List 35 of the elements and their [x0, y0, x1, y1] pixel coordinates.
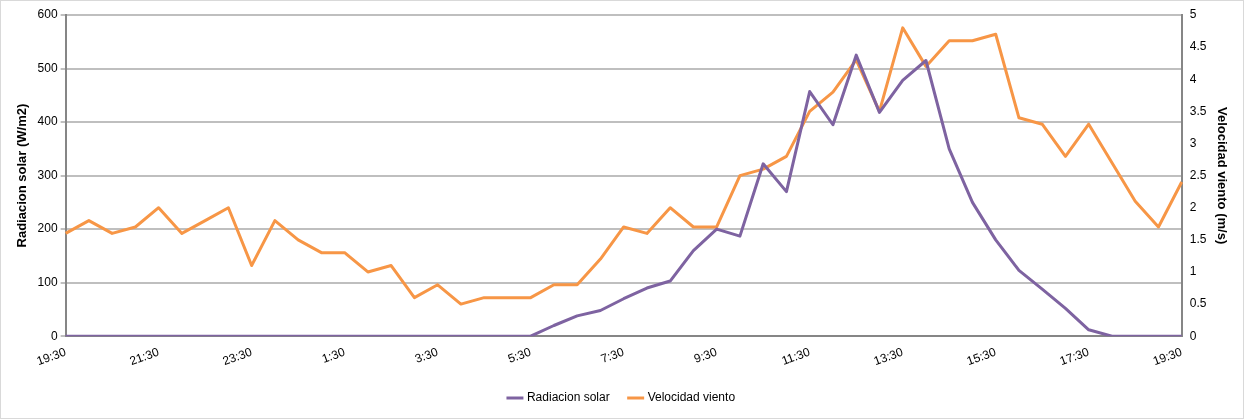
x-tick-label: 23:30	[220, 344, 255, 369]
y2-tick-label: 3	[1189, 135, 1197, 150]
y2-tick-label: 4.5	[1189, 39, 1207, 54]
x-tick-label: 5:30	[506, 344, 534, 366]
x-tick-label: 19:30	[1150, 344, 1185, 369]
y2-tick-label: 3.5	[1189, 103, 1207, 118]
x-tick-label: 3:30	[413, 344, 441, 366]
x-tick-label: 15:30	[964, 344, 999, 369]
x-tick-label: 1:30	[320, 344, 348, 366]
y-tick-label: 600	[37, 7, 58, 22]
y2-tick-label: 2.5	[1189, 167, 1207, 182]
y-tick-label: 400	[37, 114, 58, 129]
legend-label: Radiacion solar	[526, 390, 610, 405]
legend-label: Velocidad viento	[647, 390, 736, 405]
y2-tick-label: 1.5	[1189, 232, 1207, 247]
x-tick-label: 7:30	[599, 344, 627, 366]
y2-tick-label: 5	[1189, 7, 1197, 22]
y2-tick-label: 2	[1189, 200, 1197, 215]
x-tick-label: 17:30	[1057, 344, 1092, 369]
x-tick-label: 21:30	[127, 344, 162, 369]
y-tick-label: 500	[37, 60, 58, 75]
y2-tick-label: 1	[1189, 264, 1197, 279]
y2-tick-label: 0.5	[1189, 296, 1207, 311]
y-tick-label: 100	[37, 274, 58, 289]
y2-axis-title: Velocidad viento (m/s)	[1214, 106, 1230, 245]
y-tick-label: 300	[37, 167, 58, 182]
y-tick-label: 200	[37, 221, 58, 236]
x-tick-label: 19:30	[34, 344, 69, 369]
y2-tick-label: 4	[1189, 71, 1197, 86]
x-tick-label: 11:30	[779, 344, 813, 368]
y-tick-label: 0	[50, 328, 58, 343]
x-tick-label: 13:30	[871, 344, 906, 369]
x-tick-label: 9:30	[692, 344, 720, 366]
y2-tick-label: 0	[1189, 328, 1197, 343]
y-axis-title: Radiacion solar (W/m2)	[14, 103, 30, 248]
